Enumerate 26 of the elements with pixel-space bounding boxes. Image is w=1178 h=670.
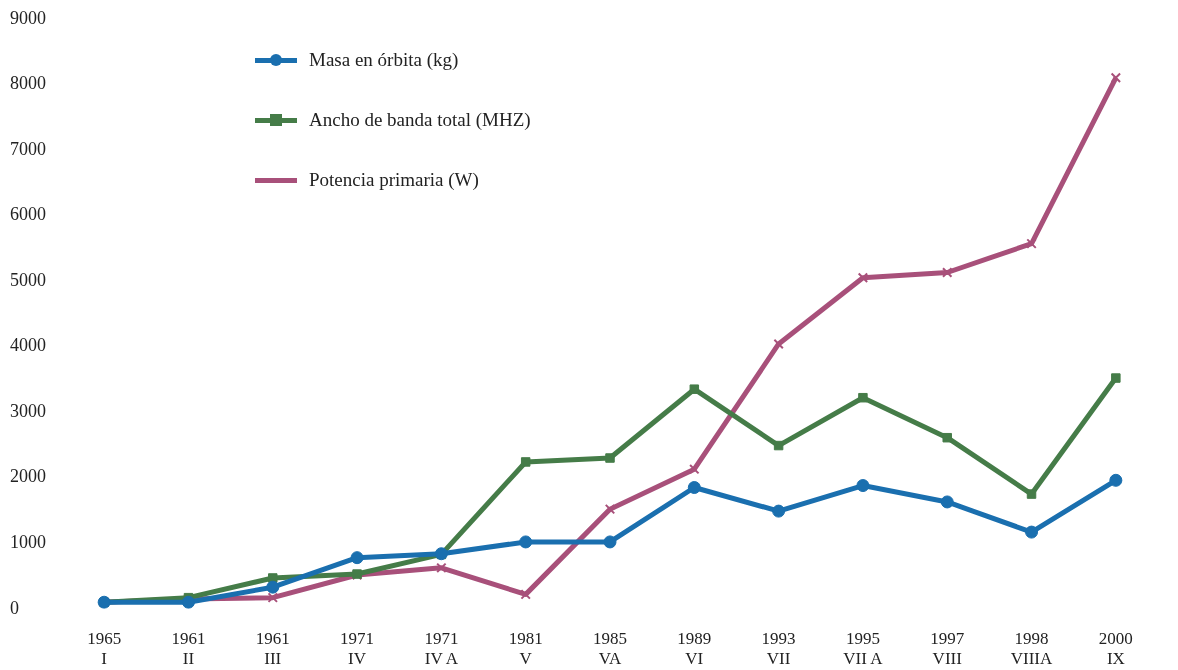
x-tick-label: 1971 IV A — [424, 628, 459, 669]
legend-label: Masa en órbita (kg) — [309, 49, 459, 71]
x-tick-label: 1971 IV — [340, 628, 375, 669]
y-tick-label: 7000 — [10, 138, 46, 159]
x-tick-label: 1961 III — [255, 628, 290, 669]
x-tick-label: 1981 V — [508, 628, 543, 669]
y-tick-label: 8000 — [10, 73, 46, 94]
y-tick-label: 5000 — [10, 269, 46, 290]
x-tick-label: 1961 II — [171, 628, 206, 669]
x-tick-label: 1998 VIIIA — [1010, 628, 1054, 669]
legend-label: Ancho de banda total (MHZ) — [309, 109, 531, 131]
legend-label: Potencia primaria (W) — [309, 169, 479, 191]
x-tick-label: 1995 VII A — [843, 628, 884, 669]
y-tick-label: 4000 — [10, 335, 46, 356]
y-tick-label: 0 — [10, 597, 19, 618]
x-tick-label: 1989 VI — [677, 628, 712, 669]
y-tick-label: 9000 — [10, 7, 46, 28]
x-tick-label: 1965 I — [87, 628, 122, 669]
y-tick-label: 3000 — [10, 400, 46, 421]
x-tick-label: 1997 VIII — [930, 628, 965, 669]
x-tick-label: 2000 IX — [1098, 628, 1133, 669]
y-tick-label: 2000 — [10, 466, 46, 487]
y-tick-label: 1000 — [10, 531, 46, 552]
x-tick-label: 1993 VII — [761, 628, 796, 669]
y-tick-label: 6000 — [10, 204, 46, 225]
x-tick-label: 1985 VA — [593, 628, 627, 669]
